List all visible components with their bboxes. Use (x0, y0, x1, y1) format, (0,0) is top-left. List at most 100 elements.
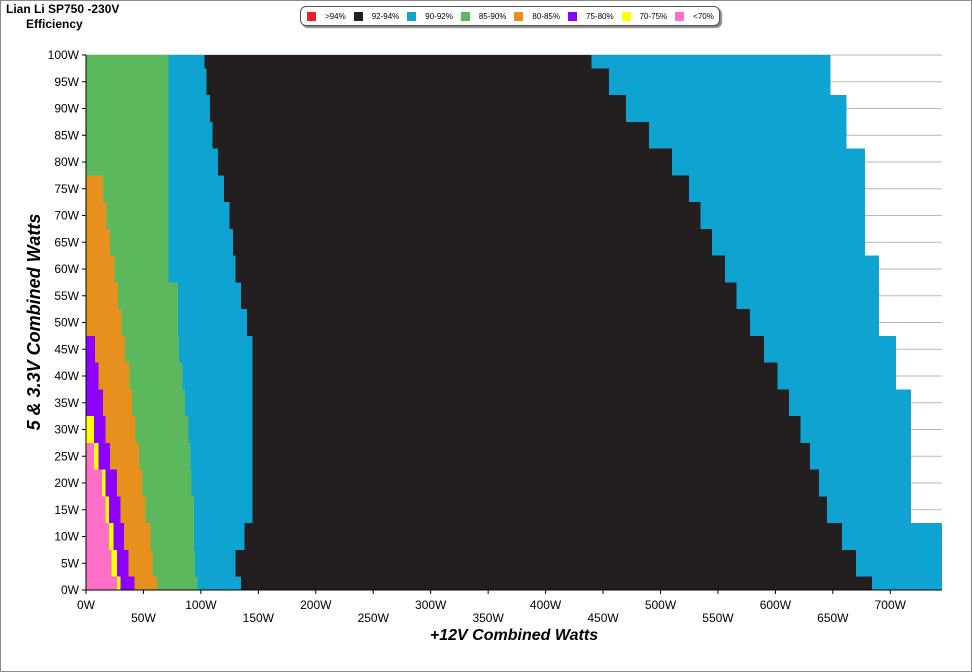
region-cell (98, 362, 130, 390)
legend-swatch (621, 11, 631, 21)
region-cell (129, 362, 183, 390)
region-cell (138, 442, 191, 470)
region-cell (194, 496, 253, 524)
region-cell (86, 442, 95, 470)
region-cell (105, 496, 109, 524)
region-cell (117, 576, 121, 590)
y-tick-label: 95W (54, 75, 79, 89)
y-tick-label: 75W (54, 182, 79, 196)
x-tick-label: 300W (415, 598, 447, 612)
region-cell (789, 389, 911, 417)
legend-swatch (353, 11, 363, 21)
y-tick-label: 10W (54, 530, 79, 544)
region-cell (94, 416, 106, 443)
region-cell (142, 469, 192, 497)
region-cell (86, 389, 104, 417)
region-cell (86, 362, 99, 390)
region-cell (118, 282, 178, 310)
region-cell (102, 469, 106, 497)
region-cell (157, 576, 198, 590)
region-cell (106, 202, 169, 229)
region-cell (103, 175, 169, 203)
legend-item: 90-92% (407, 11, 453, 21)
region-cell (724, 255, 879, 283)
y-tick-label: 85W (54, 128, 79, 142)
region-cell (150, 523, 195, 550)
region-cell (86, 549, 112, 577)
y-tick-label: 15W (54, 503, 79, 517)
y-tick-label: 0W (61, 583, 80, 597)
region-cell (763, 335, 897, 363)
chart-title: Lian Li SP750 -230V (6, 2, 120, 16)
region-cell (777, 362, 897, 390)
region-cell (252, 389, 790, 417)
y-tick-label: 40W (54, 369, 79, 383)
x-tick-label: 700W (875, 598, 907, 612)
region-cell (223, 175, 690, 203)
x-tick-label: 100W (185, 598, 217, 612)
region-cell (246, 309, 751, 336)
chart-subtitle: Efficiency (26, 17, 83, 31)
legend-item: 80-85% (514, 11, 560, 21)
region-cell (86, 496, 106, 524)
legend-swatch (407, 11, 417, 21)
region-cell (235, 255, 725, 283)
y-tick-label: 100W (48, 48, 80, 62)
y-tick-label: 20W (54, 476, 79, 490)
region-cell (233, 228, 713, 256)
region-cell (108, 523, 114, 550)
region-cell (103, 389, 132, 417)
y-tick-label: 25W (54, 449, 79, 463)
x-tick-label: 200W (300, 598, 332, 612)
region-cell (244, 523, 843, 550)
plot-area (86, 55, 942, 590)
region-cell (113, 523, 124, 550)
region-cell (86, 68, 169, 96)
region-cell (86, 95, 169, 122)
region-cell (168, 255, 236, 283)
legend-label: 92-94% (371, 11, 400, 21)
region-cell (111, 549, 118, 577)
legend-label: 85-90% (478, 11, 507, 21)
region-cell (123, 523, 151, 550)
region-cell (591, 55, 831, 69)
region-cell (212, 121, 650, 149)
legend-label: 90-92% (425, 11, 453, 21)
x-tick-label: 600W (760, 598, 792, 612)
region-cell (105, 416, 136, 443)
region-cell (134, 576, 158, 590)
legend-swatch (514, 11, 524, 21)
region-cell (218, 148, 672, 176)
region-cell (827, 496, 911, 524)
region-cell (252, 362, 778, 390)
region-cell (210, 95, 627, 122)
region-cell (98, 442, 111, 470)
region-cell (117, 549, 129, 577)
region-cell (252, 335, 764, 363)
y-tick-label: 60W (54, 262, 79, 276)
region-cell (819, 469, 911, 497)
region-cell (809, 442, 911, 470)
y-axis-title: 5 & 3.3V Combined Watts (24, 214, 44, 431)
region-cell (86, 228, 111, 256)
region-cell (86, 335, 96, 363)
region-cell (108, 496, 121, 524)
region-cell (86, 255, 115, 283)
y-tick-label: 65W (54, 235, 79, 249)
region-cell (229, 202, 701, 229)
region-cell (86, 148, 169, 176)
region-cell (182, 362, 253, 390)
region-cell (871, 576, 942, 590)
region-cell (125, 335, 180, 363)
region-cell (168, 55, 205, 69)
region-cell (195, 549, 236, 577)
region-cell (608, 68, 831, 96)
region-cell (191, 469, 253, 497)
region-cell (168, 121, 213, 149)
x-tick-label: 550W (702, 611, 734, 625)
x-tick-label: 500W (645, 598, 677, 612)
x-tick-label: 400W (530, 598, 562, 612)
region-cell (700, 202, 866, 229)
x-tick-label: 650W (817, 611, 849, 625)
legend-item: 92-94% (353, 11, 400, 21)
